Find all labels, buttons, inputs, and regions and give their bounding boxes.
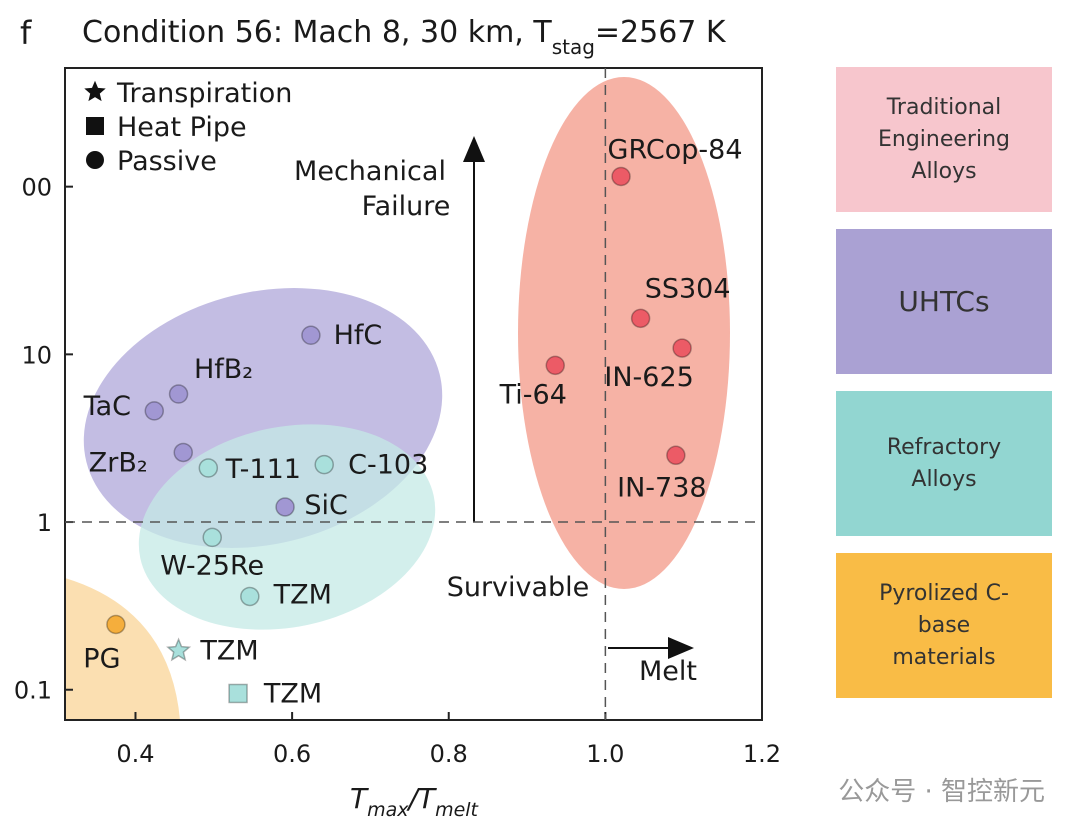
- title-subscript: stag: [552, 35, 595, 59]
- square-marker: [86, 117, 104, 135]
- point-label: C-103: [348, 450, 428, 481]
- point-label: PG: [83, 643, 120, 674]
- point-label: IN-738: [617, 472, 706, 503]
- region-carbon: [65, 578, 180, 720]
- x-axis-label: Tmax/Tmelt: [350, 782, 480, 821]
- arrow-head: [668, 637, 694, 659]
- point-label: HfC: [334, 320, 383, 351]
- point-label: TZM: [199, 636, 258, 667]
- circle-marker: [630, 308, 651, 329]
- legend-label: Passive: [117, 146, 217, 177]
- y-tick-label: 10: [21, 341, 52, 369]
- circle-marker: [240, 586, 260, 607]
- annotation: Survivable: [447, 572, 590, 603]
- point-label: W-25Re: [160, 550, 264, 581]
- circle-marker: [545, 355, 565, 376]
- point-label: HfB₂: [194, 354, 253, 385]
- point-label: IN-625: [604, 362, 693, 393]
- circle-marker: [275, 497, 295, 517]
- legend-box: UHTCs: [836, 229, 1052, 374]
- circle-marker: [198, 458, 219, 478]
- point-label: SiC: [304, 490, 348, 521]
- annotation: Failure: [362, 191, 451, 222]
- title-part: Condition 56: Mach 8, 30 km, T: [82, 15, 552, 50]
- point-label: T-111: [225, 454, 301, 485]
- point-label: Ti-64: [499, 379, 567, 410]
- panel-label: f: [20, 14, 32, 52]
- arrow-head: [463, 136, 485, 162]
- star-marker: [84, 80, 106, 102]
- point-label: TaC: [83, 391, 131, 422]
- point-label: TZM: [263, 678, 322, 709]
- circle-marker: [202, 527, 222, 548]
- legend-label: Heat Pipe: [117, 112, 247, 143]
- legend-box: Traditional Engineering Alloys: [836, 67, 1052, 212]
- legend-box: Refractory Alloys: [836, 391, 1052, 536]
- square-marker: [228, 683, 248, 704]
- watermark: 公众号 · 智控新元: [838, 777, 1045, 807]
- y-tick-label: 00: [21, 174, 52, 202]
- legend-box: Pyrolized C-base materials: [836, 553, 1052, 698]
- x-tick-label: 0.8: [430, 740, 468, 768]
- x-label-sub: max: [367, 799, 409, 821]
- legend-label: Transpiration: [116, 78, 292, 109]
- x-tick-label: 0.4: [116, 740, 154, 768]
- x-tick-label: 0.6: [273, 740, 311, 768]
- circle-marker: [86, 151, 104, 169]
- circle-marker: [144, 401, 165, 421]
- circle-marker: [672, 338, 692, 358]
- circle-marker: [301, 325, 321, 345]
- circle-marker: [106, 614, 126, 635]
- circle-marker: [314, 454, 334, 475]
- title-part: =2567 K: [595, 15, 727, 50]
- plot-frame: [64, 67, 763, 721]
- y-tick-label: 0.1: [14, 677, 52, 705]
- y-tick-label: 1: [37, 509, 52, 537]
- regions: [65, 77, 730, 720]
- x-tick-label: 1.0: [586, 740, 624, 768]
- point-label: SS304: [645, 273, 731, 304]
- annotation: Melt: [639, 656, 697, 687]
- x-label-sub: melt: [435, 799, 479, 821]
- circle-marker: [168, 384, 189, 404]
- point-label: TZM: [273, 579, 332, 610]
- point-label: GRCop-84: [608, 134, 743, 165]
- circle-marker: [611, 166, 631, 187]
- chart-title: Condition 56: Mach 8, 30 km, Tstag=2567 …: [82, 15, 727, 59]
- x-label-part: /T: [406, 782, 437, 815]
- point-label: ZrB₂: [89, 447, 148, 478]
- circle-marker: [173, 442, 194, 463]
- x-tick-label: 1.2: [743, 740, 781, 768]
- x-label-part: T: [350, 782, 369, 815]
- circle-marker: [666, 445, 686, 466]
- annotation: Mechanical: [294, 156, 446, 187]
- star-marker: [166, 637, 192, 662]
